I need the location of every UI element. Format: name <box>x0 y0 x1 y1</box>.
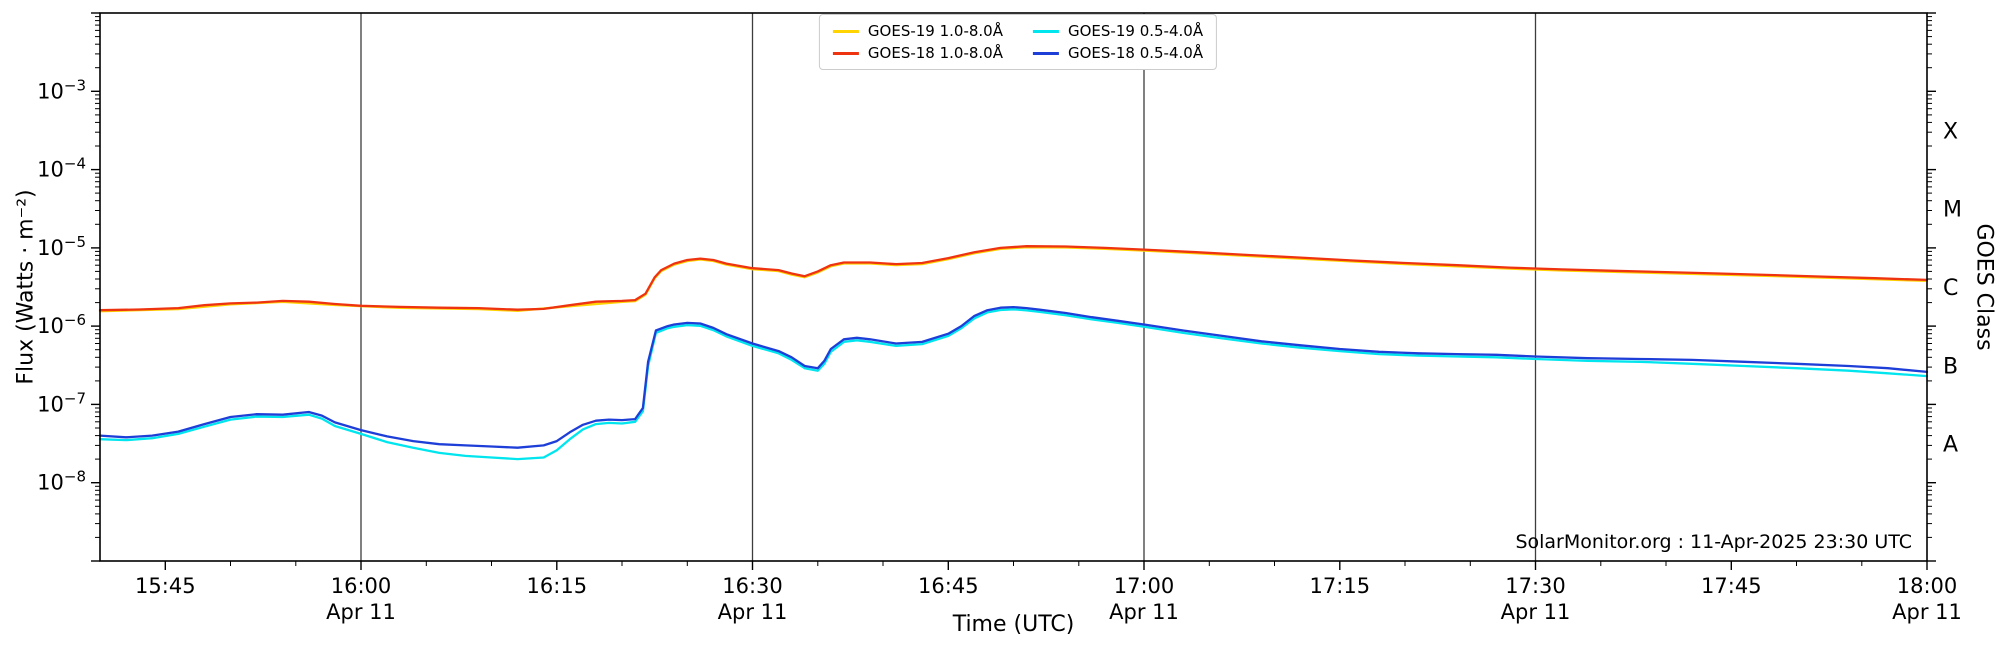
series-line-goes18-short <box>98 305 1929 449</box>
y-tick-label: 10−6 <box>37 311 86 338</box>
legend-item-goes19-short: GOES-19 0.5-4.0Å <box>1033 22 1203 40</box>
y-tick-label: 10−4 <box>37 155 86 182</box>
x-date-label: Apr 11 <box>1892 600 1962 624</box>
legend-label: GOES-18 1.0-8.0Å <box>867 44 1003 62</box>
legend-label: GOES-18 0.5-4.0Å <box>1068 44 1204 62</box>
goes-class-label: M <box>1943 198 1962 223</box>
plot-frame <box>99 12 1928 562</box>
x-axis-label: Time (UTC) <box>952 612 1075 637</box>
goes-class-label: B <box>1943 354 1958 379</box>
y-axis-label-right: GOES Class <box>1971 223 1997 351</box>
legend-item-goes18-short: GOES-18 0.5-4.0Å <box>1033 44 1203 62</box>
x-date-label: Apr 11 <box>326 600 396 624</box>
legend-line-swatch-goes19-long <box>832 29 859 33</box>
y-axis-label: Flux (Watts · m⁻²) <box>13 189 39 385</box>
y-tick-label: 10−8 <box>37 468 86 495</box>
x-date-label: Apr 11 <box>1501 600 1571 624</box>
legend-line-swatch-goes19-short <box>1033 29 1059 33</box>
legend-line-swatch-goes18-long <box>832 51 859 55</box>
source-annotation: SolarMonitor.org : 11-Apr-2025 23:30 UTC <box>1515 531 1912 553</box>
y-tick-label: 10−3 <box>37 76 86 103</box>
legend-line-swatch-goes18-short <box>1033 51 1059 55</box>
x-tick-label: 17:30 <box>1505 574 1566 598</box>
legend-item-goes19-long: GOES-19 1.0-8.0Å <box>832 22 1003 40</box>
series-line-goes18-long <box>98 245 1929 312</box>
x-date-label: Apr 11 <box>718 600 788 624</box>
series-line-goes19-long <box>98 246 1929 313</box>
goes-class-label: X <box>1943 120 1958 145</box>
legend-item-goes18-long: GOES-18 1.0-8.0Å <box>832 44 1003 62</box>
legend-label: GOES-19 1.0-8.0Å <box>867 22 1003 40</box>
x-tick-label: 18:00 <box>1897 574 1958 598</box>
x-tick-label: 16:15 <box>527 574 588 598</box>
series-line-goes19-short <box>98 308 1929 461</box>
y-tick-label: 10−5 <box>37 233 86 260</box>
x-date-label: Apr 11 <box>1109 600 1179 624</box>
legend-label: GOES-19 0.5-4.0Å <box>1068 22 1204 40</box>
x-tick-label: 15:45 <box>135 574 196 598</box>
x-tick-label: 16:30 <box>722 574 783 598</box>
x-tick-label: 16:45 <box>918 574 979 598</box>
goes-class-label: A <box>1943 433 1958 458</box>
x-tick-label: 17:00 <box>1114 574 1175 598</box>
x-tick-label: 17:45 <box>1701 574 1762 598</box>
x-tick-label: 17:15 <box>1310 574 1371 598</box>
y-tick-label: 10−7 <box>37 389 86 416</box>
goes-class-label: C <box>1943 276 1958 301</box>
x-tick-label: 16:00 <box>331 574 392 598</box>
legend: GOES-19 1.0-8.0Å GOES-18 1.0-8.0Å GOES-19 … <box>818 14 1218 70</box>
